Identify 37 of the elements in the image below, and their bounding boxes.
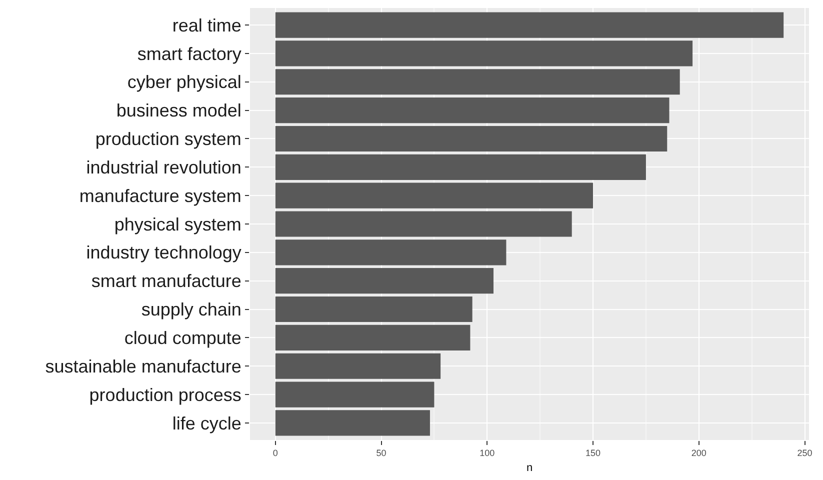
y-tick-label: business model <box>116 100 242 121</box>
bar <box>275 98 670 124</box>
bar <box>275 211 572 237</box>
x-tick-label: 150 <box>586 448 601 458</box>
y-tick-label: industry technology <box>86 242 242 263</box>
bar <box>275 353 441 379</box>
y-tick-label: industrial revolution <box>86 157 242 178</box>
y-tick-label: smart manufacture <box>91 271 242 292</box>
x-tick-label: 200 <box>691 448 706 458</box>
x-tick-label: 100 <box>480 448 495 458</box>
bar <box>275 382 434 408</box>
bar <box>275 268 494 294</box>
bar <box>275 182 594 208</box>
x-axis-title: n <box>526 462 533 474</box>
y-tick-label: production system <box>95 129 242 150</box>
bar <box>275 410 430 436</box>
bar <box>275 154 646 180</box>
bar <box>275 324 470 350</box>
y-tick-label: cloud compute <box>124 328 242 348</box>
bar <box>275 296 472 322</box>
y-tick-label: sustainable manufacture <box>45 356 242 376</box>
bar <box>275 126 668 152</box>
y-tick-label: life cycle <box>172 413 242 434</box>
bar <box>275 40 693 66</box>
x-tick-label: 50 <box>376 448 386 458</box>
bar <box>275 12 784 38</box>
y-tick-label: smart factory <box>137 44 242 64</box>
y-tick-label: real time <box>172 15 242 36</box>
y-tick-label: physical system <box>114 214 242 234</box>
y-tick-label: cyber physical <box>127 72 242 92</box>
x-tick-label: 250 <box>797 448 812 458</box>
y-tick-label: supply chain <box>141 300 242 320</box>
x-tick-label: 0 <box>272 448 278 458</box>
y-tick-label: production process <box>89 384 242 405</box>
y-tick-label: manufacture system <box>79 186 242 206</box>
bar <box>275 69 680 95</box>
bar <box>275 240 506 266</box>
